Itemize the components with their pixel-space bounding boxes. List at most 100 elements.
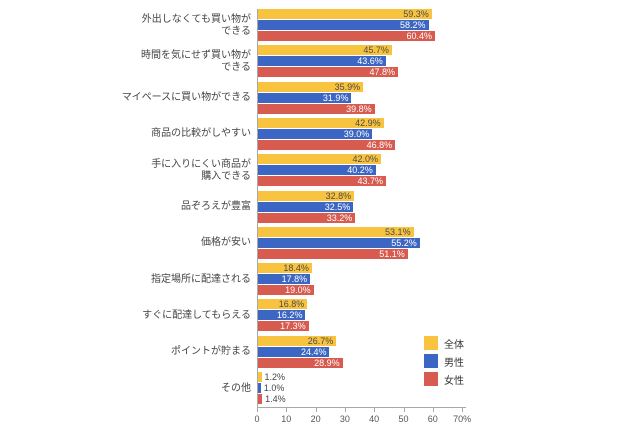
- x-axis-tick: [374, 408, 376, 412]
- x-axis-tick-label: 30: [339, 414, 350, 424]
- bar-女性-4: 43.7%: [258, 176, 387, 187]
- bar-全体-4: 42.0%: [258, 154, 382, 165]
- bar-全体-6: 53.1%: [258, 226, 414, 237]
- bar-男性-3: 39.0%: [258, 128, 373, 139]
- bar-value-label: 53.1%: [385, 226, 411, 237]
- bar-全体-0: 59.3%: [258, 9, 432, 19]
- bar-男性-1: 43.6%: [258, 56, 386, 67]
- x-axis-tick: [432, 408, 434, 412]
- bar-全体-5: 32.8%: [258, 190, 355, 201]
- bar-女性-6: 51.1%: [258, 248, 408, 259]
- bar-value-label: 17.8%: [281, 274, 308, 285]
- bar-value-label: 32.5%: [324, 201, 351, 212]
- legend-item-男性: 男性: [424, 354, 464, 369]
- category-label: 品ぞろえが豊富: [181, 201, 251, 212]
- bar-value-label: 60.4%: [406, 31, 432, 41]
- bar-value-label: 1.4%: [265, 394, 286, 404]
- bar-value-label: 47.8%: [369, 67, 396, 78]
- category-label: 外出しなくても買い物が できる: [141, 13, 251, 37]
- legend-swatch-icon: [424, 372, 438, 386]
- bar-男性-0: 58.2%: [258, 20, 429, 30]
- bar-男性-4: 40.2%: [258, 165, 376, 176]
- x-axis-tick-label: 10: [281, 414, 292, 424]
- x-axis-tick: [315, 408, 317, 412]
- legend-item-全体: 全体: [424, 336, 464, 351]
- x-axis-tick-label: 70%: [453, 414, 472, 424]
- bar-女性-7: 19.0%: [258, 285, 314, 296]
- x-axis-tick: [257, 408, 258, 412]
- bar-value-label: 1.0%: [263, 383, 285, 393]
- bar-value-label: 24.4%: [300, 346, 327, 357]
- x-axis-tick-label: 40: [369, 414, 380, 424]
- category-label: 価格が安い: [201, 237, 251, 249]
- bar-全体-2: 35.9%: [258, 81, 364, 92]
- bar-全体-9: 26.7%: [258, 335, 337, 346]
- legend-label: 女性: [444, 375, 464, 387]
- bar-女性-3: 46.8%: [258, 139, 396, 150]
- bar-value-label: 45.7%: [363, 45, 389, 56]
- bar-全体-3: 42.9%: [258, 117, 384, 128]
- bar-女性-0: 60.4%: [258, 31, 435, 41]
- category-label: ポイントが貯まる: [171, 346, 251, 358]
- bar-value-label: 40.2%: [347, 165, 373, 176]
- bar-value-label: 55.2%: [391, 237, 417, 248]
- bar-value-label: 58.2%: [399, 20, 426, 30]
- legend-swatch-icon: [424, 336, 438, 350]
- bar-value-label: 18.4%: [283, 263, 309, 274]
- bar-男性-2: 31.9%: [258, 92, 352, 103]
- y-axis-line: [257, 9, 258, 407]
- x-axis-tick: [286, 408, 288, 412]
- x-axis-tick: [403, 408, 405, 412]
- bar-value-label: 43.7%: [357, 176, 384, 187]
- bar-value-label: 43.6%: [357, 56, 383, 67]
- x-axis-line: [257, 407, 467, 408]
- x-axis-tick: [462, 408, 464, 412]
- bar-女性-2: 39.8%: [258, 103, 375, 114]
- x-axis-tick: [344, 408, 346, 412]
- bar-男性-9: 24.4%: [258, 346, 330, 357]
- bar-全体-7: 18.4%: [258, 263, 312, 274]
- bar-男性-7: 17.8%: [258, 274, 311, 285]
- bar-男性-8: 16.2%: [258, 310, 306, 321]
- legend-item-女性: 女性: [424, 372, 464, 387]
- bar-value-label: 51.1%: [379, 248, 405, 259]
- legend-swatch-icon: [424, 354, 438, 368]
- bar-value-label: 32.8%: [325, 190, 352, 201]
- bar-value-label: 59.3%: [403, 9, 429, 19]
- x-axis-tick-label: 0: [254, 414, 260, 424]
- bar-value-label: 26.7%: [307, 335, 334, 346]
- bar-value-label: 16.2%: [276, 310, 303, 321]
- bar-value-label: 28.9%: [314, 357, 340, 368]
- bar-value-label: 39.0%: [343, 128, 370, 139]
- bar-value-label: 35.9%: [334, 81, 361, 92]
- category-label: 時間を気にせず買い物が できる: [141, 49, 251, 73]
- bar-女性-10: [258, 394, 263, 404]
- legend-label: 全体: [444, 339, 464, 351]
- bar-value-label: 1.2%: [264, 372, 286, 382]
- bar-全体-1: 45.7%: [258, 45, 392, 56]
- bar-全体-10: [258, 372, 262, 382]
- category-label: その他: [221, 382, 251, 394]
- bar-男性-10: [258, 383, 261, 393]
- bar-value-label: 42.9%: [355, 117, 381, 128]
- bar-女性-9: 28.9%: [258, 357, 343, 368]
- legend-label: 男性: [444, 357, 464, 369]
- bar-value-label: 17.3%: [280, 321, 306, 332]
- bar-value-label: 19.0%: [285, 285, 311, 296]
- x-axis-tick-label: 60: [427, 414, 438, 424]
- x-axis-tick-label: 20: [310, 414, 321, 424]
- bar-女性-5: 33.2%: [258, 212, 356, 223]
- bar-value-label: 31.9%: [322, 92, 349, 103]
- bar-value-label: 39.8%: [346, 103, 372, 114]
- x-axis-tick-label: 50: [398, 414, 409, 424]
- bar-全体-8: 16.8%: [258, 299, 308, 310]
- category-label: すぐに配達してもらえる: [142, 309, 251, 321]
- bar-女性-8: 17.3%: [258, 321, 309, 332]
- legend: 全体 男性 女性: [424, 336, 464, 387]
- category-label: 手に入りにくい商品が 購入できる: [151, 158, 251, 182]
- category-label: マイペースに買い物ができる: [121, 92, 251, 104]
- category-label: 指定場所に配達される: [151, 273, 251, 285]
- bar-value-label: 33.2%: [326, 212, 353, 223]
- bar-value-label: 46.8%: [366, 139, 393, 150]
